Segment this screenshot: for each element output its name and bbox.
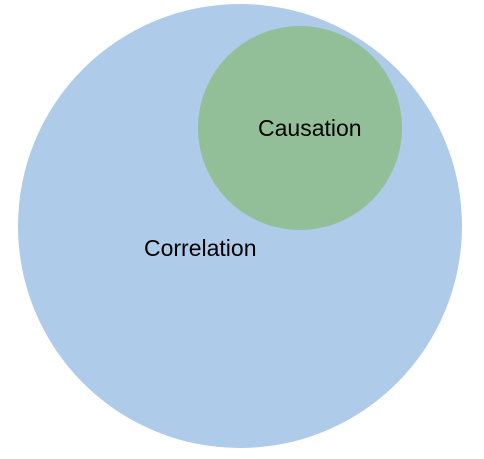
causation-circle [198, 26, 402, 230]
correlation-label: Correlation [144, 235, 257, 261]
causation-label: Causation [258, 115, 362, 141]
